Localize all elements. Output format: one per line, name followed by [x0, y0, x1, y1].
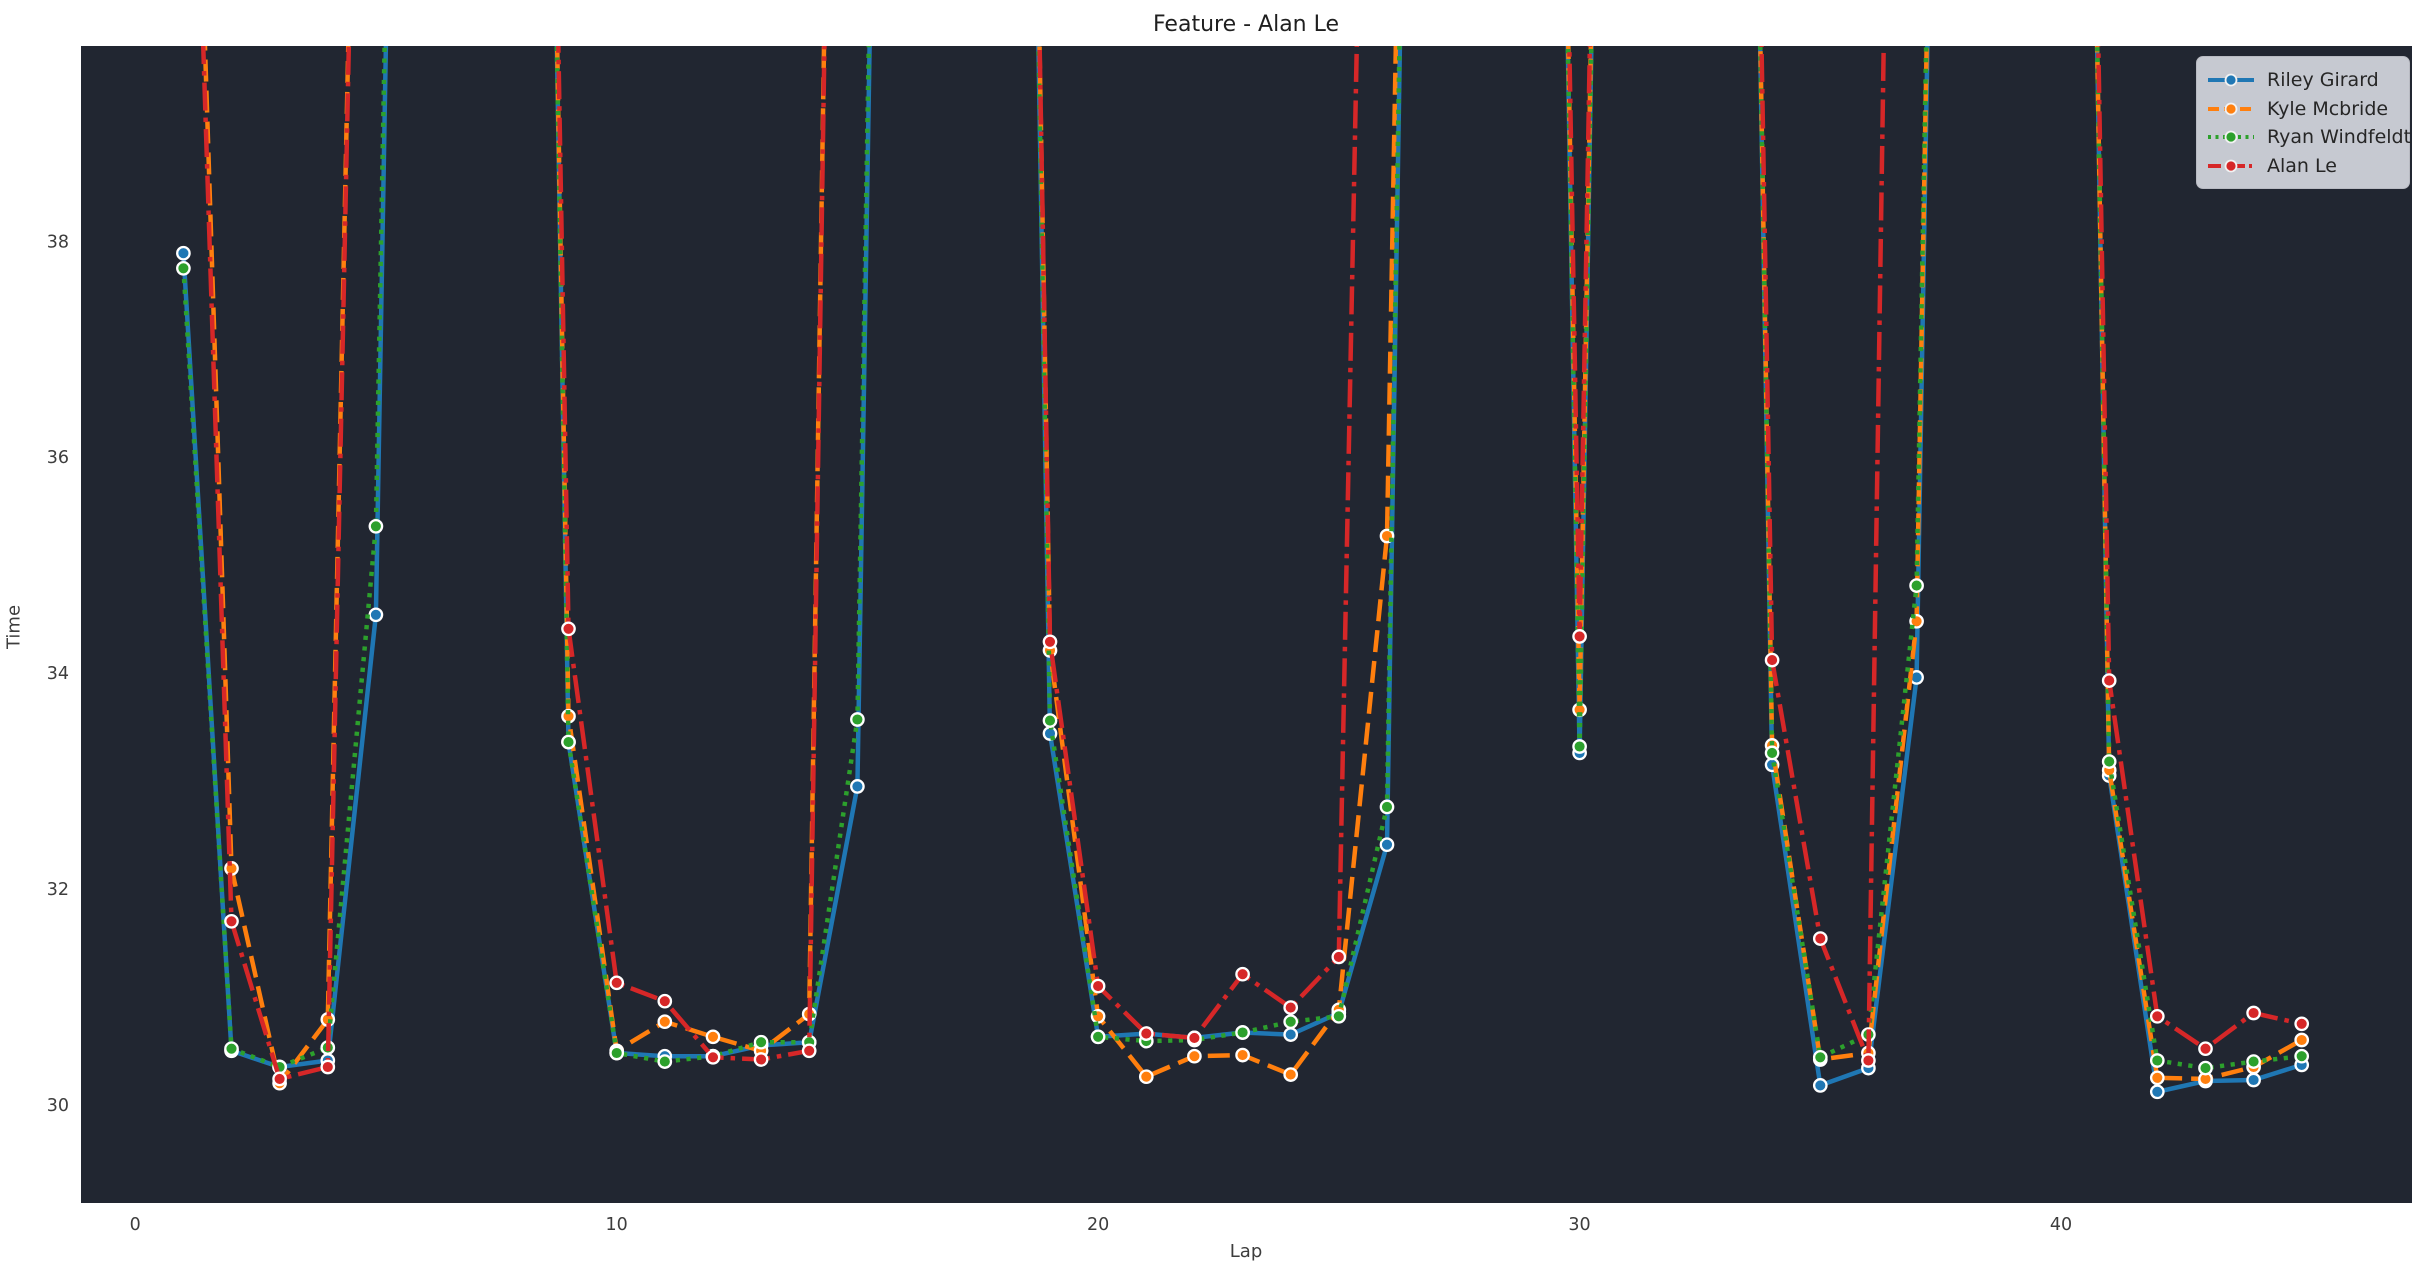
data-point-alan-le-lap-35 [1812, 931, 1828, 946]
chart-title: Feature - Alan Le [1152, 12, 1340, 37]
data-point-alan-le-lap-25 [1331, 949, 1347, 965]
data-point-ryan-windfeldt-lap-41 [2101, 754, 2117, 769]
data-point-alan-le-lap-19 [1042, 634, 1058, 650]
y-axis-tick-34: 34 [47, 664, 69, 684]
data-point-ryan-windfeldt-lap-23 [1235, 1025, 1250, 1040]
data-point-ryan-windfeldt-lap-13 [753, 1034, 769, 1050]
y-axis-tick-30: 30 [47, 1096, 69, 1116]
legend-label-ryan-windfeldt: Ryan Windfeldt [2267, 126, 2412, 149]
y-axis-tick-38: 38 [47, 232, 69, 252]
legend-item-riley-girard: Riley Girard [2207, 66, 2397, 95]
data-point-alan-le-lap-11 [657, 993, 673, 1009]
legend-marker-kyle-mcbride [2224, 102, 2238, 116]
x-axis-tick-40: 40 [2050, 1215, 2072, 1235]
x-axis-label: Lap [1229, 1241, 1263, 1262]
x-axis-tick-30: 30 [1568, 1215, 1590, 1235]
data-point-alan-le-lap-3 [272, 1071, 287, 1087]
data-point-alan-le-lap-20 [1090, 978, 1106, 994]
data-point-ryan-windfeldt-lap-25 [1331, 1008, 1347, 1024]
data-point-ryan-windfeldt-lap-42 [2149, 1053, 2165, 1068]
data-point-kyle-mcbride-lap-22 [1187, 1048, 1202, 1064]
data-point-kyle-mcbride-lap-23 [1235, 1047, 1250, 1063]
data-point-ryan-windfeldt-lap-37 [1909, 578, 1924, 593]
series-layer [176, 46, 2310, 1100]
data-point-alan-le-lap-45 [2294, 1016, 2310, 1032]
legend-label-riley-girard: Riley Girard [2267, 69, 2379, 92]
data-point-alan-le-lap-13 [753, 1052, 769, 1067]
data-point-alan-le-lap-42 [2149, 1008, 2165, 1024]
data-point-ryan-windfeldt-lap-15 [850, 712, 865, 727]
data-point-ryan-windfeldt-lap-24 [1283, 1014, 1299, 1030]
data-point-ryan-windfeldt-lap-1 [176, 260, 191, 276]
data-point-riley-girard-lap-44 [2246, 1072, 2261, 1088]
x-axis-tick-0: 0 [130, 1215, 141, 1235]
data-point-alan-le-lap-21 [1138, 1026, 1154, 1041]
x-axis-tick-20: 20 [1087, 1215, 1109, 1235]
legend-item-ryan-windfeldt: Ryan Windfeldt [2207, 123, 2411, 152]
data-point-riley-girard-lap-24 [1283, 1027, 1299, 1042]
y-axis-tick-32: 32 [47, 880, 69, 900]
data-point-riley-girard-lap-42 [2149, 1084, 2165, 1100]
data-point-ryan-windfeldt-lap-26 [1379, 799, 1395, 815]
legend-item-kyle-mcbride: Kyle Mcbride [2207, 95, 2397, 124]
legend: Riley Girard Kyle Mcbride Ryan Windfeldt Al… [2196, 56, 2411, 189]
legend-marker-ryan-windfeldt [2224, 130, 2238, 144]
data-point-alan-le-lap-43 [2198, 1041, 2213, 1057]
series-markers-alan-le [224, 621, 2310, 1087]
data-point-ryan-windfeldt-lap-10 [609, 1045, 625, 1061]
data-point-ryan-windfeldt-lap-19 [1042, 713, 1058, 728]
legend-marker-riley-girard [2224, 73, 2238, 87]
data-point-riley-girard-lap-5 [368, 607, 384, 623]
data-point-kyle-mcbride-lap-12 [705, 1029, 721, 1045]
data-point-kyle-mcbride-lap-45 [2294, 1032, 2310, 1048]
legend-line-sample-kyle-mcbride [2208, 102, 2254, 116]
data-point-ryan-windfeldt-lap-9 [561, 734, 576, 750]
data-point-alan-le-lap-12 [705, 1049, 721, 1065]
data-point-ryan-windfeldt-lap-45 [2294, 1048, 2310, 1064]
data-point-alan-le-lap-24 [1283, 1000, 1299, 1015]
data-point-kyle-mcbride-lap-21 [1138, 1069, 1154, 1085]
data-point-kyle-mcbride-lap-24 [1283, 1067, 1299, 1082]
data-point-alan-le-lap-36 [1861, 1053, 1876, 1068]
legend-label-alan-le: Alan Le [2267, 154, 2337, 177]
data-point-ryan-windfeldt-lap-11 [657, 1054, 673, 1069]
data-point-ryan-windfeldt-lap-35 [1812, 1049, 1828, 1065]
x-axis-tick-10: 10 [606, 1215, 628, 1235]
y-axis-label: Time [3, 604, 25, 650]
data-point-ryan-windfeldt-lap-5 [368, 518, 384, 534]
data-point-alan-le-lap-41 [2101, 673, 2117, 688]
data-point-ryan-windfeldt-lap-44 [2246, 1054, 2261, 1069]
legend-line-sample-alan-le [2208, 159, 2254, 173]
data-point-alan-le-lap-34 [1764, 652, 1780, 668]
data-point-ryan-windfeldt-lap-30 [1572, 739, 1587, 754]
data-point-alan-le-lap-44 [2246, 1005, 2261, 1021]
legend-item-alan-le: Alan Le [2207, 152, 2397, 181]
data-point-riley-girard-lap-15 [850, 779, 865, 794]
data-point-alan-le-lap-9 [561, 621, 576, 637]
data-point-alan-le-lap-10 [609, 975, 625, 991]
data-point-alan-le-lap-2 [224, 913, 239, 929]
legend-label-kyle-mcbride: Kyle Mcbride [2267, 97, 2389, 120]
legend-line-sample-riley-girard [2208, 73, 2254, 87]
data-point-ryan-windfeldt-lap-2 [224, 1041, 239, 1057]
data-point-alan-le-lap-30 [1572, 629, 1587, 644]
data-point-ryan-windfeldt-lap-34 [1764, 745, 1780, 761]
data-point-alan-le-lap-22 [1187, 1030, 1202, 1046]
data-point-ryan-windfeldt-lap-43 [2198, 1060, 2213, 1076]
data-point-riley-girard-lap-26 [1379, 837, 1395, 853]
data-point-riley-girard-lap-1 [176, 245, 191, 261]
data-point-kyle-mcbride-lap-42 [2149, 1070, 2165, 1086]
data-point-ryan-windfeldt-lap-20 [1090, 1029, 1106, 1045]
data-point-riley-girard-lap-35 [1812, 1078, 1828, 1093]
data-point-alan-le-lap-14 [801, 1043, 817, 1059]
y-axis-tick-36: 36 [47, 448, 69, 468]
data-point-alan-le-lap-23 [1235, 966, 1250, 982]
plot-area [81, 46, 2412, 1203]
data-point-alan-le-lap-4 [320, 1059, 336, 1075]
data-point-kyle-mcbride-lap-11 [657, 1014, 673, 1030]
legend-line-sample-ryan-windfeldt [2208, 130, 2254, 144]
legend-marker-alan-le [2224, 159, 2238, 173]
